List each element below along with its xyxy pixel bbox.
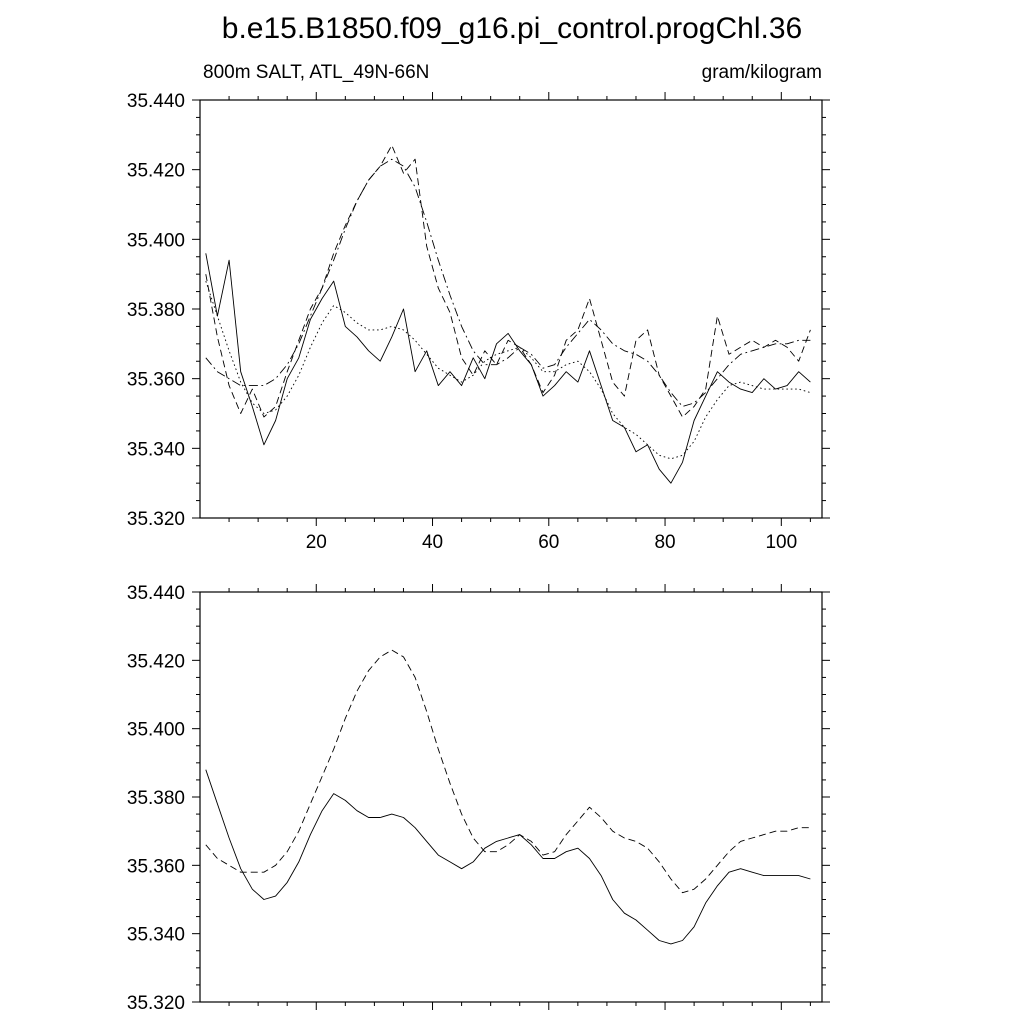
y-tick-label: 35.380 <box>127 788 185 809</box>
y-tick-label: 35.420 <box>127 161 185 182</box>
y-tick-label: 35.400 <box>127 720 185 741</box>
x-tick-label: 100 <box>765 532 797 553</box>
y-tick-label: 35.360 <box>127 370 185 391</box>
series-line-smoothed-member-1-dotted <box>205 280 811 460</box>
plot-frame <box>199 591 823 1003</box>
y-tick-label: 35.380 <box>127 300 185 321</box>
y-tick-label: 35.320 <box>127 509 185 530</box>
x-tick-label: 80 <box>654 532 675 553</box>
subtitle-left: 800m SALT, ATL_49N-66N <box>203 62 430 83</box>
y-tick-label: 35.320 <box>127 993 185 1014</box>
subtitle-right-units: gram/kilogram <box>701 62 822 83</box>
x-tick-label: 40 <box>422 532 443 553</box>
y-tick-label: 35.440 <box>127 583 185 604</box>
plot-title: b.e15.B1850.f09_g16.pi_control.progChl.3… <box>221 12 803 45</box>
x-tick-label: 60 <box>538 532 559 553</box>
y-tick-label: 35.340 <box>127 925 185 946</box>
series-line-annual-member-2-dashed <box>205 144 811 418</box>
y-tick-label: 35.420 <box>127 651 185 672</box>
series-line-smoothed-member-2-dashed <box>205 649 811 894</box>
series-line-smoothed-member-1-solid <box>205 769 811 945</box>
series-line-smoothed-member-2-dashdot <box>205 158 811 407</box>
y-tick-label: 35.440 <box>127 91 185 112</box>
plot-frame <box>199 99 823 519</box>
series-line-annual-member-1-solid <box>205 253 811 484</box>
x-tick-label: 20 <box>306 532 327 553</box>
y-tick-label: 35.340 <box>127 439 185 460</box>
y-tick-label: 35.400 <box>127 230 185 251</box>
y-tick-label: 35.360 <box>127 856 185 877</box>
